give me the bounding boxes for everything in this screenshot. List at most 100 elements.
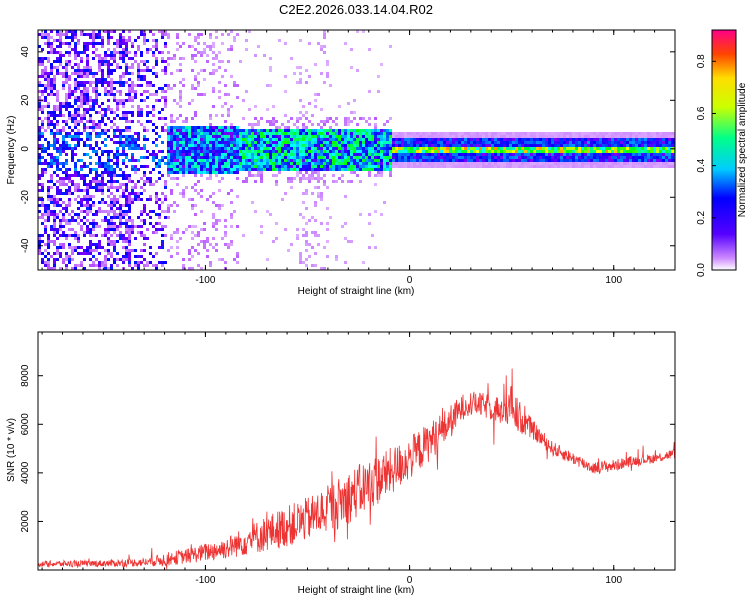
heatmap-cell [329,159,332,162]
heatmap-cell [494,165,497,168]
heatmap-cell [368,165,371,168]
heatmap-cell [347,147,350,150]
heatmap-cell [209,243,212,246]
heatmap-cell [170,189,173,192]
heatmap-cell [572,147,575,150]
heatmap-cell [92,243,95,246]
heatmap-cell [260,132,263,135]
heatmap-cell [86,33,89,36]
heatmap-cell [311,159,314,162]
heatmap-cell [50,51,53,54]
heatmap-cell [605,165,608,168]
heatmap-cell [623,141,626,144]
heatmap-cell [497,165,500,168]
heatmap-cell [95,48,98,51]
heatmap-cell [53,39,56,42]
heatmap-cell [143,90,146,93]
heatmap-cell [95,246,98,249]
heatmap-cell [485,165,488,168]
heatmap-cell [209,165,212,168]
heatmap-cell [650,159,653,162]
heatmap-cell [182,159,185,162]
heatmap-cell [530,144,533,147]
heatmap-cell [176,231,179,234]
heatmap-cell [176,165,179,168]
heatmap-cell [38,57,41,60]
heatmap-cell [50,267,53,270]
heatmap-cell [143,219,146,222]
heatmap-cell [203,132,206,135]
heatmap-cell [299,141,302,144]
heatmap-cell [572,162,575,165]
heatmap-cell [38,234,41,237]
heatmap-cell [278,138,281,141]
heatmap-cell [152,72,155,75]
heatmap-cell [50,255,53,258]
heatmap-cell [650,153,653,156]
heatmap-cell [614,153,617,156]
heatmap-cell [131,225,134,228]
heatmap-cell [122,159,125,162]
heatmap-cell [326,156,329,159]
heatmap-cell [164,66,167,69]
heatmap-cell [272,159,275,162]
heatmap-cell [161,150,164,153]
heatmap-cell [335,129,338,132]
heatmap-cell [242,153,245,156]
heatmap-cell [155,198,158,201]
heatmap-cell [236,261,239,264]
heatmap-cell [86,45,89,48]
heatmap-cell [41,111,44,114]
heatmap-cell [326,153,329,156]
heatmap-cell [656,138,659,141]
heatmap-cell [290,159,293,162]
heatmap-cell [302,201,305,204]
heatmap-cell [236,225,239,228]
heatmap-cell [188,165,191,168]
heatmap-cell [38,90,41,93]
heatmap-cell [92,72,95,75]
heatmap-cell [218,219,221,222]
heatmap-cell [446,135,449,138]
heatmap-cell [251,153,254,156]
heatmap-cell [503,159,506,162]
heatmap-cell [62,87,65,90]
heatmap-cell [170,57,173,60]
heatmap-cell [284,75,287,78]
heatmap-cell [527,147,530,150]
heatmap-cell [68,222,71,225]
heatmap-cell [494,150,497,153]
heatmap-cell [41,258,44,261]
heatmap-cell [440,144,443,147]
heatmap-cell [47,42,50,45]
heatmap-cell [122,261,125,264]
heatmap-cell [515,132,518,135]
heatmap-cell [62,183,65,186]
heatmap-cell [269,165,272,168]
heatmap-cell [77,132,80,135]
heatmap-cell [569,135,572,138]
heatmap-cell [647,165,650,168]
heatmap-cell [44,249,47,252]
heatmap-cell [620,165,623,168]
heatmap-cell [239,141,242,144]
heatmap-cell [47,33,50,36]
heatmap-cell [491,141,494,144]
heatmap-cell [599,135,602,138]
heatmap-cell [653,135,656,138]
heatmap-cell [239,150,242,153]
heatmap-cell [209,162,212,165]
heatmap-cell [635,132,638,135]
heatmap-cell [95,54,98,57]
heatmap-cell [518,144,521,147]
heatmap-cell [83,87,86,90]
heatmap-cell [140,30,143,33]
heatmap-cell [290,243,293,246]
heatmap-cell [587,165,590,168]
heatmap-cell [185,129,188,132]
heatmap-cell [422,141,425,144]
heatmap-cell [185,159,188,162]
heatmap-cell [188,102,191,105]
heatmap-cell [401,153,404,156]
